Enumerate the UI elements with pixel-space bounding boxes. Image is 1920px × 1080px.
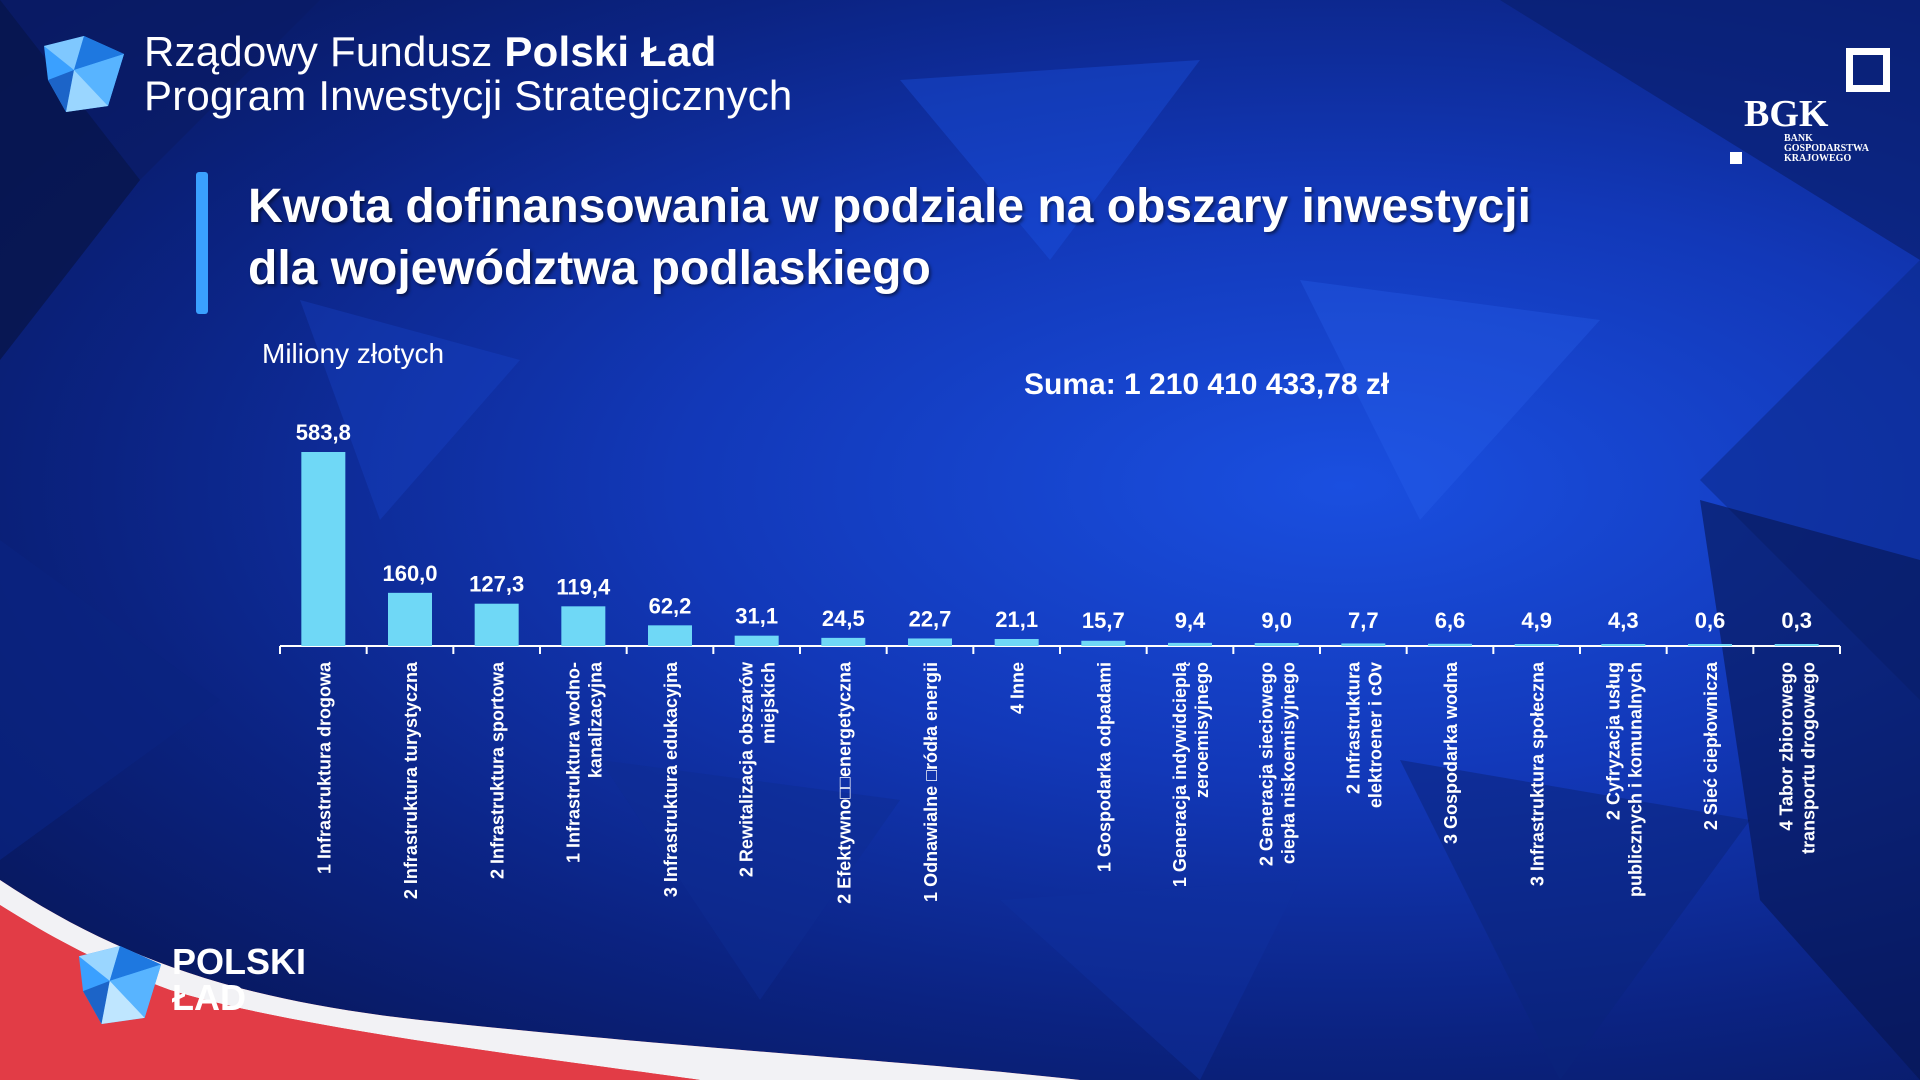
bar [1341,643,1386,646]
polski-lad-underline [176,1016,248,1020]
category-label: 2 Cyfryzacja usług publicznych i komunaln… [1603,662,1645,897]
bar [301,452,346,646]
category-label: 2 Infrastruktura turystyczna [401,661,421,899]
category-label-line: 4 Tabor zbiorowego [1777,662,1797,831]
data-label: 9,0 [1261,608,1292,633]
polski-lad-bottom-gem-icon [78,946,162,1024]
bar [908,638,952,646]
category-label: 3 Gospodarka wodna [1441,661,1461,844]
data-label: 62,2 [649,593,692,618]
data-label: 583,8 [296,420,351,445]
category-label: 1 Odnawialne □ródła energii [921,662,941,902]
category-label: 2 Sieć ciepłownicza [1701,661,1721,830]
data-label: 4,3 [1608,608,1639,633]
category-label-line: 2 Infrastruktura [1343,661,1363,794]
bgk-logo: BGK BANK GOSPODARSTWA KRAJOWEGO [1730,48,1890,164]
data-label: 119,4 [556,574,611,599]
category-label-line: elektroener i cOv [1365,662,1385,808]
category-label-line: miejskich [759,662,779,744]
bar [734,635,779,646]
data-label: 15,7 [1082,608,1125,633]
category-label-line: 2 Generacja sieciowego [1257,662,1277,866]
category-label-line: 2 Sieć ciepłownicza [1701,661,1721,830]
category-label: 2 Infrastruktura elektroener i cOv [1343,661,1385,808]
category-label: 4 Inne [1008,662,1028,714]
bar [388,592,432,646]
bar [1774,644,1819,646]
category-label-line: 3 Gospodarka wodna [1441,661,1461,844]
category-label-line: transportu drogowego [1799,662,1819,854]
category-label-line: 1 Odnawialne □ródła energii [921,662,941,902]
data-label: 22,7 [909,606,952,631]
data-label: 31,1 [735,604,778,629]
data-label: 127,3 [469,572,524,597]
category-label: 2 Generacja sieciowego ciepła niskoemisyj… [1257,662,1299,866]
data-label: 7,7 [1348,608,1379,633]
data-label: 0,6 [1695,608,1726,633]
data-label: 9,4 [1175,608,1206,633]
category-label: 2 Infrastruktura sportowa [488,661,508,879]
data-label: 24,5 [822,606,865,631]
category-label: 4 Tabor zbiorowego transportu drogowego [1777,662,1819,854]
data-label: 160,0 [382,561,437,586]
category-label-line: 4 Inne [1008,662,1028,714]
bar [1254,643,1299,646]
bar [561,606,606,646]
bar [1081,640,1126,646]
category-label-line: 1 Infrastruktura drogowa [314,661,334,874]
bar [474,603,519,646]
polski-lad-gem-icon [44,36,124,112]
y-axis-unit-label: Miliony złotych [262,338,445,369]
bar [994,638,1039,646]
category-label: 3 Infrastruktura edukacyjna [661,661,681,897]
category-label: 1 Infrastruktura wodno-kanalizacyjna [563,661,605,863]
program-title: Rządowy Fundusz Polski Ład Program Inwes… [144,28,793,119]
category-label-line: 1 Gospodarka odpadami [1094,662,1114,872]
category-label-line: 3 Infrastruktura społeczna [1528,661,1548,886]
program-subtitle: Program Inwestycji Strategicznych [144,72,793,119]
category-label: 1 Gospodarka odpadami [1094,662,1114,872]
category-label-line: 1 Infrastruktura wodno- [563,662,583,863]
category-label-line: 3 Infrastruktura edukacyjna [661,661,681,897]
category-label: 1 Infrastruktura drogowa [314,661,334,874]
category-label: 2 Rewitalizacja obszarów miejskich [737,661,779,877]
header: Rządowy Fundusz Polski Ład Program Inwes… [44,30,793,118]
bgk-square-icon [1846,48,1890,92]
category-label: 3 Infrastruktura społeczna [1528,661,1548,886]
bar [1601,644,1646,646]
data-label: 21,1 [995,607,1038,632]
chart-title: Kwota dofinansowania w podziale na obsza… [248,180,1531,295]
category-label-line: 2 Rewitalizacja obszarów [737,661,757,877]
data-label: 4,9 [1521,608,1552,633]
category-label-line: 2 Efektywno□□energetyczna [834,661,854,904]
bar [1514,644,1559,646]
category-label-line: zeroemisyjnego [1192,662,1212,798]
category-label-line: 2 Infrastruktura sportowa [488,661,508,879]
category-label-line: publicznych i komunalnych [1625,662,1645,897]
category-label: 2 Efektywno□□energetyczna [834,661,854,904]
category-label-line: 2 Infrastruktura turystyczna [401,661,421,899]
title-accent-bar [196,172,208,314]
data-label: 6,6 [1435,608,1466,633]
bar [1168,642,1212,646]
bar [1428,643,1472,646]
bar [648,625,692,646]
bar [1688,644,1732,646]
total-sum-label: Suma: 1 210 410 433,78 zł [1024,368,1390,401]
category-label-line: 1 Generacja indywidcieplą [1170,661,1190,887]
category-label: 1 Generacja indywidcieplą zeroemisyjnego [1170,661,1212,887]
category-label-line: ciepła niskoemisyjnego [1279,662,1299,864]
polski-lad-wordmark: POLSKI ŁAD [172,941,307,1018]
data-label: 0,3 [1781,608,1812,633]
bar [821,637,866,646]
category-label-line: kanalizacyjna [585,661,605,778]
category-label-line: 2 Cyfryzacja usług [1603,662,1623,820]
